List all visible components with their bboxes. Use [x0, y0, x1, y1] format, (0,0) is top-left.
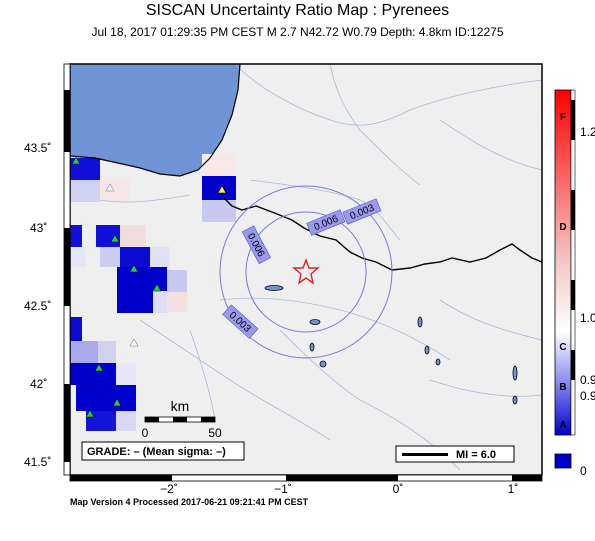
colorbar-values: 1.2 1.0 0.9 0.9 0 [580, 125, 595, 478]
station-marker [110, 234, 120, 243]
colorbar-letter: B [559, 382, 566, 393]
lon-label: 0˚ [393, 482, 404, 496]
station-marker [94, 363, 104, 372]
mi-text: MI = 6.0 [456, 449, 496, 461]
lat-label: 43.5˚ [24, 141, 51, 155]
map-version-footer: Map Version 4 Processed 2017-06-21 09:21… [70, 497, 309, 507]
colorbar-letter: A [559, 420, 566, 431]
scale-bar-left: 0 [142, 426, 149, 440]
colorbar-value: 1.2 [580, 125, 595, 139]
colorbar-letter: F [560, 112, 566, 123]
colorbar-value: 1.0 [580, 311, 595, 325]
epicenter-star [292, 258, 320, 285]
scale-bar-title: km [171, 398, 190, 414]
station-marker [129, 338, 139, 347]
scale-bar-right: 50 [208, 426, 222, 440]
longitude-labels: −2˚ −1˚ 0˚ 1˚ [160, 482, 518, 496]
frame-ticks [63, 63, 543, 482]
station-marker [105, 183, 115, 192]
station-marker [71, 156, 81, 165]
uncertainty-grid [70, 154, 236, 431]
lat-label: 42˚ [30, 377, 47, 391]
grade-box: GRADE: – (Mean sigma: –) [81, 441, 245, 461]
scale-bar: km 0 50 [142, 398, 222, 440]
grade-text: GRADE: – (Mean sigma: –) [87, 446, 226, 458]
lat-label: 43˚ [30, 221, 47, 235]
rivers [99, 64, 542, 471]
colorbar-letter: D [559, 222, 566, 233]
event-info: Jul 18, 2017 01:29:35 PM CEST M 2.7 N42.… [91, 25, 504, 39]
lon-label: −1˚ [274, 482, 292, 496]
contour-lines [219, 185, 393, 359]
map-title: SISCAN Uncertainty Ratio Map : Pyrenees [145, 2, 450, 19]
reservoirs [264, 285, 518, 405]
coastline [70, 64, 241, 177]
colorbar-value: 0.9 [580, 373, 595, 387]
lon-label: −2˚ [160, 482, 178, 496]
station-marker [129, 264, 139, 273]
station-marker [85, 409, 95, 418]
colorbar [554, 89, 576, 469]
colorbar-letter: C [559, 342, 566, 353]
stations [71, 156, 227, 418]
latitude-labels: 43.5˚ 43˚ 42.5˚ 42˚ 41.5˚ [24, 141, 51, 469]
national-border [223, 197, 542, 271]
lat-label: 42.5˚ [24, 299, 51, 313]
station-marker [217, 185, 227, 194]
colorbar-value: 0 [580, 464, 587, 478]
colorbar-letters: F D C B A [559, 112, 566, 431]
station-marker [112, 398, 122, 407]
colorbar-value: 0.9 [580, 389, 595, 403]
mi-box: MI = 6.0 [395, 445, 515, 463]
sea-area [70, 64, 240, 176]
lat-label: 41.5˚ [24, 455, 51, 469]
lon-label: 1˚ [508, 482, 519, 496]
station-marker [152, 283, 162, 292]
